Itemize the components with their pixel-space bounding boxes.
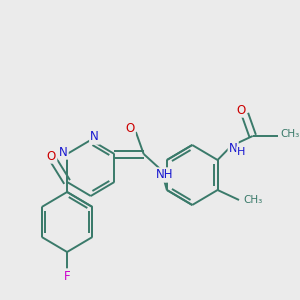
Text: CH₃: CH₃	[243, 195, 262, 205]
Text: O: O	[236, 103, 246, 116]
Text: N: N	[59, 146, 68, 158]
Text: O: O	[47, 149, 56, 163]
Text: CH₃: CH₃	[280, 129, 299, 139]
Text: N: N	[229, 142, 238, 154]
Text: NH: NH	[155, 169, 173, 182]
Text: O: O	[125, 122, 135, 134]
Text: F: F	[64, 269, 70, 283]
Text: N: N	[90, 130, 99, 143]
Text: H: H	[237, 147, 245, 157]
